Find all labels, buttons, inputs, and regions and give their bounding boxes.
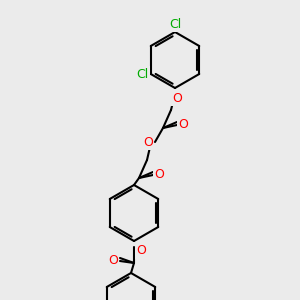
Text: Cl: Cl (169, 17, 181, 31)
Text: Cl: Cl (136, 68, 149, 80)
Text: O: O (143, 136, 153, 148)
Text: O: O (108, 254, 118, 266)
Text: O: O (178, 118, 188, 130)
Text: O: O (154, 167, 164, 181)
Text: O: O (136, 244, 146, 257)
Text: O: O (172, 92, 182, 104)
